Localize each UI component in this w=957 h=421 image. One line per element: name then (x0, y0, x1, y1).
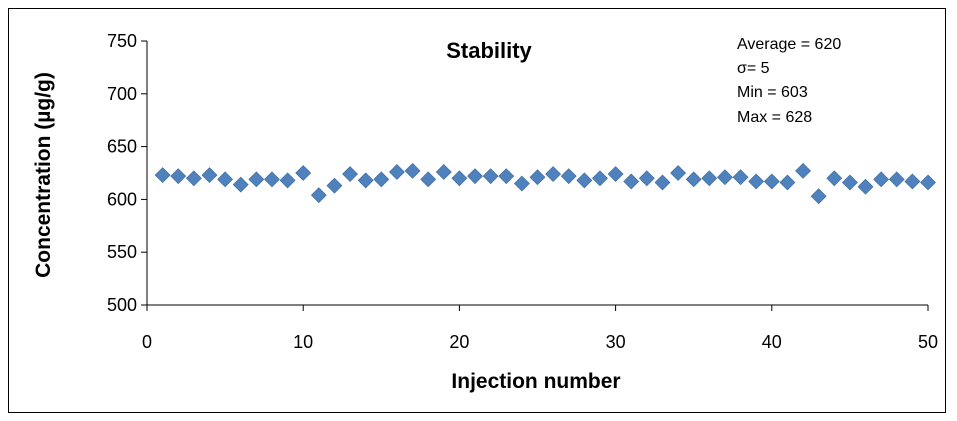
data-point-marker (857, 178, 874, 195)
data-point-marker (451, 170, 468, 187)
annotation-average: Average = 620 (737, 36, 841, 53)
data-markers (154, 162, 936, 205)
data-point-marker (685, 171, 702, 188)
annotation-min: Min = 603 (737, 84, 808, 101)
data-point-marker (701, 170, 718, 187)
data-point-marker (654, 174, 671, 191)
data-point-marker (545, 166, 562, 182)
y-tick-label: 750 (107, 31, 137, 51)
data-point-marker (217, 171, 234, 188)
data-point-marker (295, 165, 312, 181)
data-point-marker (560, 168, 577, 185)
y-tick-label: 500 (107, 295, 137, 315)
annotation-sigma: σ= 5 (737, 60, 770, 77)
data-point-marker (279, 172, 296, 189)
y-ticks: 500 550 600 650 700 750 (107, 31, 147, 315)
data-point-marker (607, 166, 624, 182)
annotation-max: Max = 628 (737, 109, 812, 126)
data-point-marker (326, 177, 343, 194)
y-tick-label: 700 (107, 84, 137, 104)
data-point-marker (248, 171, 265, 188)
data-point-marker (623, 173, 640, 190)
data-point-marker (154, 167, 171, 184)
data-point-marker (873, 171, 890, 188)
x-tick-label: 0 (142, 332, 152, 352)
data-point-marker (310, 187, 327, 204)
data-point-marker (779, 174, 796, 191)
x-ticks: 0 10 20 30 40 50 (142, 305, 938, 352)
chart-frame (8, 8, 946, 413)
y-tick-label: 600 (107, 189, 137, 209)
data-point-marker (232, 176, 249, 193)
data-point-marker (576, 172, 593, 189)
data-point-marker (638, 170, 655, 187)
x-tick-label: 50 (918, 332, 938, 352)
x-axis-title: Injection number (451, 370, 620, 393)
x-tick-label: 20 (449, 332, 469, 352)
data-point-marker (920, 174, 936, 191)
data-point-marker (342, 166, 358, 182)
data-point-marker (670, 165, 687, 181)
x-tick-label: 30 (606, 332, 626, 352)
chart-title: Stability (446, 38, 532, 63)
x-tick-label: 40 (762, 332, 782, 352)
y-tick-label: 650 (107, 137, 137, 157)
data-point-marker (826, 170, 843, 187)
data-point-marker (404, 162, 421, 179)
data-point-marker (264, 171, 280, 188)
data-point-marker (795, 162, 811, 179)
data-point-marker (529, 169, 546, 186)
data-point-marker (170, 168, 187, 185)
data-point-marker (763, 173, 780, 190)
data-point-marker (373, 171, 390, 188)
data-point-marker (810, 188, 827, 205)
data-point-marker (748, 173, 765, 190)
plot-area (146, 41, 928, 306)
data-point-marker (357, 172, 374, 189)
data-point-marker (420, 171, 437, 188)
data-point-marker (201, 167, 218, 184)
data-point-marker (717, 169, 733, 186)
data-point-marker (513, 175, 530, 192)
data-point-marker (732, 169, 749, 186)
data-point-marker (435, 164, 452, 180)
data-point-marker (482, 168, 499, 185)
y-axis-title: Concentration (µg/g) (32, 72, 55, 278)
data-point-marker (467, 168, 483, 185)
data-point-marker (904, 173, 921, 190)
data-point-marker (498, 168, 515, 185)
data-point-marker (841, 174, 858, 191)
y-tick-label: 550 (107, 242, 137, 262)
data-point-marker (592, 170, 608, 187)
stats-annotation: Average = 620 σ= 5 Min = 603 Max = 628 (737, 36, 841, 126)
data-point-marker (185, 170, 202, 187)
data-point-marker (388, 164, 405, 180)
x-tick-label: 10 (293, 332, 313, 352)
data-point-marker (888, 171, 905, 188)
